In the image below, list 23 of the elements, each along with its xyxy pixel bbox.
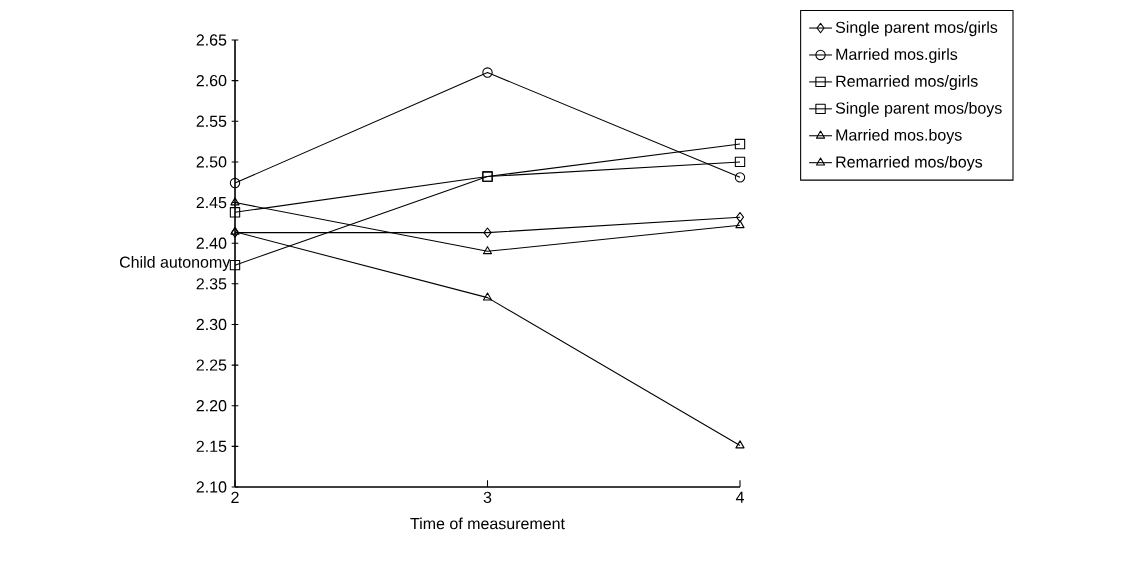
- x-axis-title: Time of measurement: [410, 517, 565, 530]
- legend-label: Married mos.girls: [836, 48, 958, 64]
- y-tick-label: 2.35: [196, 278, 227, 290]
- y-tick-label: 2.20: [196, 400, 227, 412]
- y-tick-label: 2.40: [196, 237, 227, 249]
- y-tick-label: 2.30: [196, 318, 227, 331]
- x-tick-label: 3: [483, 491, 492, 504]
- y-axis-title: Child autonomy: [119, 256, 231, 271]
- y-tick-label: 2.10: [196, 481, 227, 493]
- legend-label: Single parent mos/boys: [835, 102, 1002, 117]
- y-tick-label: 2.65: [196, 34, 227, 46]
- y-tick-label: 2.55: [196, 115, 227, 127]
- y-tick-label: 2.45: [196, 196, 227, 209]
- legend-label: Remarried mos/boys: [836, 155, 983, 171]
- y-tick-label: 2.15: [196, 440, 227, 453]
- legend-label: Remarried mos/girls: [836, 75, 978, 91]
- y-tick-label: 2.25: [196, 359, 227, 371]
- legend-label: Single parent mos/girls: [835, 21, 998, 37]
- x-tick-label: 2: [231, 491, 239, 503]
- y-tick-label: 2.50: [196, 156, 227, 168]
- legend-label: Married mos.boys: [836, 128, 962, 144]
- y-tick-label: 2.60: [196, 74, 227, 87]
- x-tick-label: 4: [735, 491, 744, 503]
